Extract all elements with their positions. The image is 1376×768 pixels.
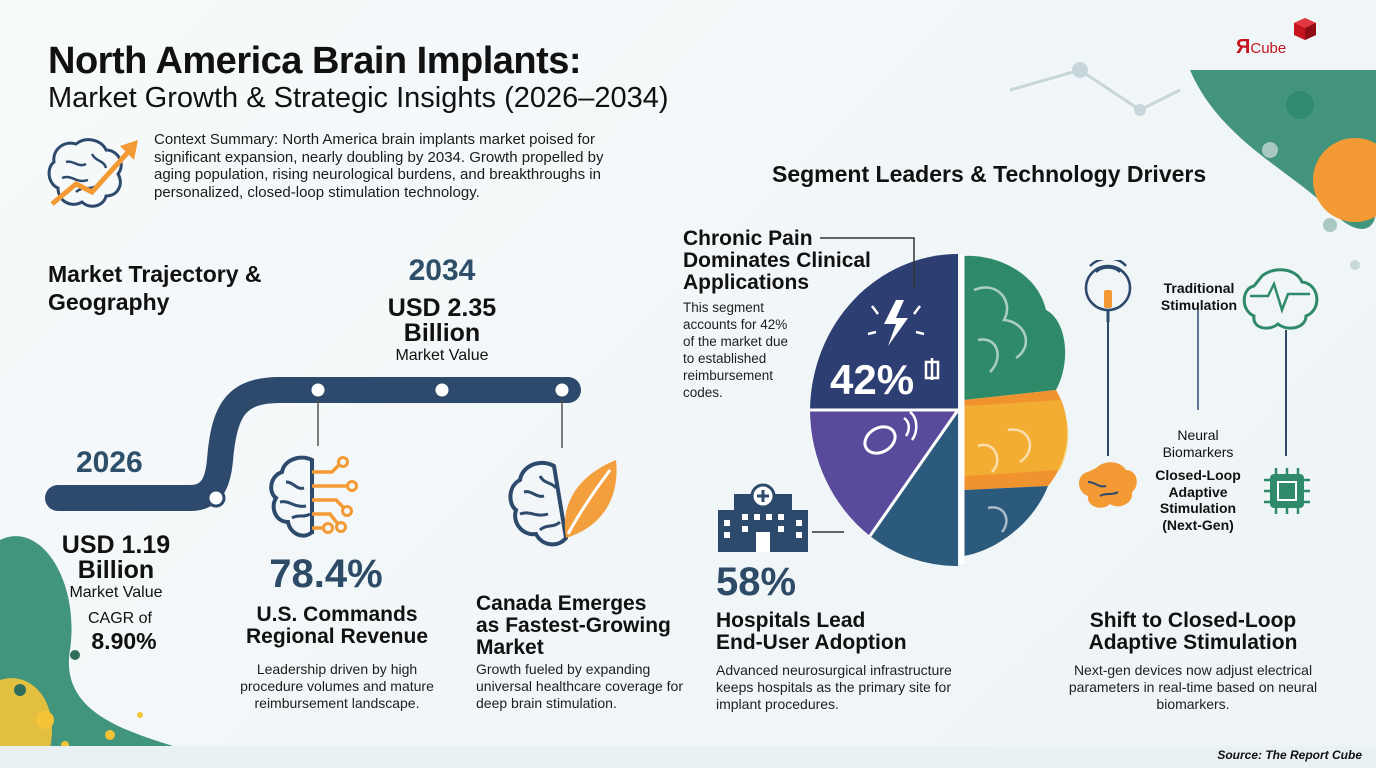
- trajectory-title: Market Trajectory & Geography: [48, 261, 262, 315]
- canada-title-line2: as Fastest-Growing: [476, 614, 671, 637]
- bottom-left-blob: [0, 536, 180, 748]
- cube-icon: [1294, 18, 1316, 40]
- brain-leaf-icon: [508, 460, 617, 547]
- segments-title: Segment Leaders & Technology Drivers: [772, 161, 1207, 187]
- start-value-unit: Billion: [77, 556, 155, 584]
- end-value-amount: USD 2.35: [387, 294, 497, 322]
- canada-description: Growth fueled by expanding universal hea…: [476, 661, 684, 711]
- brain-segment-graphic: [810, 254, 1069, 566]
- closed-loop-description: Next-gen devices now adjust electrical p…: [1068, 662, 1318, 712]
- closed-loop-title-line2: Adaptive Stimulation: [1088, 631, 1298, 654]
- chronic-pain-description: This segment accounts for 42% of the mar…: [683, 300, 789, 400]
- chronic-pain-title-line2: Dominates Clinical: [683, 249, 871, 272]
- start-value-amount: USD 1.19: [61, 531, 171, 559]
- closed-loop-title-line1: Shift to Closed-Loop: [1089, 609, 1297, 632]
- orange-orb: [1313, 138, 1376, 222]
- logo-text: Cube: [1250, 40, 1287, 57]
- footer-band: [0, 746, 1376, 768]
- chronic-pain-wedge: [810, 254, 958, 410]
- page-title: North America Brain Implants:: [48, 40, 582, 82]
- brain-growth-icon: [47, 138, 138, 208]
- logo-mark: Я: [1236, 36, 1251, 58]
- tech-evolution-diagram: [1079, 260, 1319, 514]
- us-share-stat: 78.4%: [269, 552, 383, 596]
- end-value-label: Market Value: [395, 347, 489, 364]
- chronic-pain-title-line3: Applications: [683, 271, 810, 294]
- cagr-value: 8.90%: [91, 628, 157, 654]
- traditional-stimulation-label: Traditional Stimulation: [1160, 280, 1238, 313]
- canada-title-line3: Market: [476, 636, 544, 659]
- trajectory-path: [45, 377, 581, 511]
- brain-circuit-icon: [269, 455, 358, 538]
- hospital-icon: [718, 483, 844, 552]
- context-summary: Context Summary: North America brain imp…: [154, 131, 604, 201]
- hospital-share-stat: 58%: [716, 560, 797, 604]
- us-description: Leadership driven by high procedure volu…: [240, 661, 434, 711]
- us-title-line2: Regional Revenue: [245, 625, 429, 648]
- end-year: 2034: [408, 254, 476, 287]
- source-credit: Source: The Report Cube: [1217, 748, 1362, 762]
- chronic-pain-stat: 42%: [830, 356, 915, 403]
- other-application-wedge: [810, 410, 958, 536]
- start-value-label: Market Value: [69, 584, 163, 601]
- canada-title-line1: Canada Emerges: [476, 592, 647, 615]
- cagr-label: CAGR of: [87, 610, 152, 627]
- end-value-unit: Billion: [403, 319, 481, 347]
- hospitals-title-line1: Hospitals Lead: [716, 609, 866, 632]
- callout-line: [820, 237, 915, 288]
- brand-logo: ЯCube: [1236, 18, 1336, 60]
- start-year: 2026: [76, 446, 143, 479]
- end-user-wedge: [870, 410, 958, 566]
- hospitals-title-line2: End-User Adoption: [716, 631, 907, 654]
- neural-biomarkers-label: Neural Biomarkers: [1162, 427, 1234, 460]
- hospitals-description: Advanced neurosurgical infrastructure ke…: [716, 662, 952, 712]
- us-title-line1: U.S. Commands: [256, 603, 418, 626]
- chronic-pain-title-line1: Chronic Pain: [683, 227, 813, 250]
- page-subtitle: Market Growth & Strategic Insights (2026…: [48, 82, 669, 114]
- closed-loop-label: Closed-Loop Adaptive Stimulation (Next-G…: [1155, 467, 1241, 533]
